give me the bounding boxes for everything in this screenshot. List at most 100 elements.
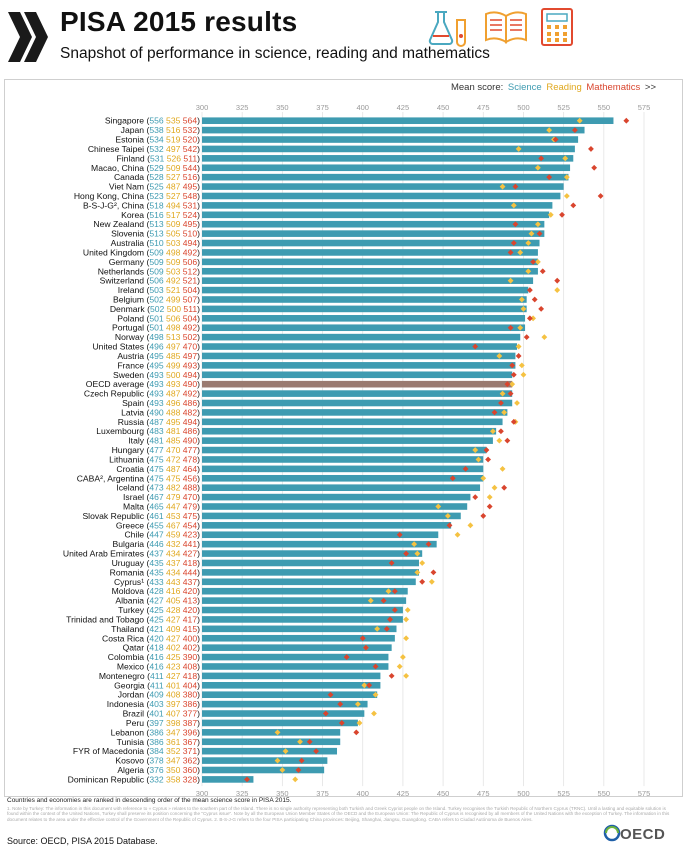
science-bar xyxy=(202,343,518,350)
reading-score: 485 xyxy=(166,351,183,361)
science-bar xyxy=(202,258,538,266)
reading-score: 443 xyxy=(166,577,183,587)
label-close: ) xyxy=(197,483,200,493)
reading-marker xyxy=(419,560,426,566)
pisa-chart: 3003003253253503503753754004004254254504… xyxy=(63,103,650,798)
math-score: 524 xyxy=(183,210,198,220)
reading-marker xyxy=(396,663,403,670)
science-bar xyxy=(202,296,527,303)
science-bar xyxy=(202,249,538,256)
math-score: 470 xyxy=(183,492,198,502)
row-label: Costa Rica (420 427 400) xyxy=(102,633,200,643)
reading-score: 527 xyxy=(166,172,183,182)
science-bar xyxy=(202,540,437,548)
science-score: 435 xyxy=(149,567,166,577)
math-marker xyxy=(387,616,393,623)
math-score: 492 xyxy=(183,323,198,333)
math-score: 493 xyxy=(183,360,198,370)
reading-marker xyxy=(400,654,406,660)
row-label: Peru (397 398 387) xyxy=(126,718,200,728)
country-name: Moldova ( xyxy=(112,586,150,596)
math-score: 380 xyxy=(183,690,198,700)
reading-score: 517 xyxy=(166,210,183,220)
reading-score: 499 xyxy=(166,294,183,304)
country-name: B-S-J-G², China ( xyxy=(83,200,150,210)
label-close: ) xyxy=(197,229,200,239)
reading-marker xyxy=(467,522,474,529)
country-name: Iceland ( xyxy=(116,483,149,493)
science-score: 493 xyxy=(149,398,166,408)
math-marker xyxy=(510,418,517,425)
science-bar xyxy=(202,380,513,388)
country-name: Georgia ( xyxy=(114,680,150,690)
science-score: 475 xyxy=(149,464,166,474)
reading-score: 408 xyxy=(166,690,183,700)
country-name: Hungary ( xyxy=(112,445,150,455)
country-name: Spain ( xyxy=(122,398,149,408)
label-close: ) xyxy=(197,633,200,643)
country-name: Singapore ( xyxy=(105,116,150,126)
reading-score: 479 xyxy=(166,492,183,502)
row-label: Moldova (428 416 420) xyxy=(112,586,201,596)
science-bar xyxy=(202,691,378,699)
label-close: ) xyxy=(197,624,200,634)
math-score: 390 xyxy=(183,652,198,662)
math-marker xyxy=(512,183,519,190)
row-label: OECD average (493 493 490) xyxy=(86,379,200,389)
reading-marker xyxy=(541,334,548,341)
label-close: ) xyxy=(197,464,200,474)
reading-marker xyxy=(490,428,496,435)
reading-marker xyxy=(514,400,520,406)
math-score: 441 xyxy=(183,539,198,549)
science-bar xyxy=(202,239,540,247)
label-close: ) xyxy=(197,144,200,154)
row-label: United States (496 497 470) xyxy=(92,342,200,352)
reading-marker xyxy=(520,306,527,312)
country-name: Lithuania ( xyxy=(109,454,149,464)
row-label: Singapore (556 535 564) xyxy=(105,116,200,126)
country-name: United States ( xyxy=(92,342,149,352)
math-score: 396 xyxy=(183,727,198,737)
science-score: 531 xyxy=(150,153,167,163)
x-tick-label-top: 475 xyxy=(477,103,490,112)
source-note: Source: OECD, PISA 2015 Database. xyxy=(7,836,158,846)
math-score: 400 xyxy=(183,633,198,643)
reading-marker xyxy=(501,409,508,416)
label-close: ) xyxy=(197,163,200,173)
science-bar xyxy=(202,710,365,717)
science-score: 477 xyxy=(149,445,166,455)
reading-score: 492 xyxy=(166,276,183,286)
reading-score: 521 xyxy=(166,285,183,295)
science-bar xyxy=(202,418,503,426)
row-label: Turkey (425 428 420) xyxy=(118,605,200,615)
math-marker xyxy=(507,249,514,256)
country-name: Cyprus¹ ( xyxy=(114,577,149,587)
reading-marker xyxy=(411,541,418,548)
math-score: 479 xyxy=(183,502,198,512)
math-score: 423 xyxy=(183,530,198,540)
reading-score: 506 xyxy=(166,313,183,323)
country-name: Romania ( xyxy=(110,567,150,577)
math-score: 427 xyxy=(183,549,198,559)
row-label: United Arab Emirates (437 434 427) xyxy=(63,549,200,559)
science-bar xyxy=(202,267,538,275)
math-score: 377 xyxy=(183,709,198,719)
reading-score: 398 xyxy=(166,718,183,728)
science-score: 483 xyxy=(149,426,166,436)
row-label: Hungary (477 470 477) xyxy=(112,445,201,455)
country-name: Canada ( xyxy=(114,172,149,182)
science-bar xyxy=(202,738,341,746)
row-label: Finland (531 526 511) xyxy=(117,153,201,163)
country-name: Slovak Republic ( xyxy=(82,511,149,521)
row-label: Sweden (493 500 494) xyxy=(113,370,200,380)
science-score: 502 xyxy=(150,304,167,314)
reading-score: 500 xyxy=(166,370,183,380)
country-name: Thailand ( xyxy=(111,624,149,634)
row-label: Mexico (416 423 408) xyxy=(117,661,200,671)
row-label: Chinese Taipei (532 497 542) xyxy=(88,144,200,154)
science-bar xyxy=(202,324,526,332)
math-marker xyxy=(383,625,390,632)
math-score: 488 xyxy=(183,483,198,493)
x-tick-label-bottom: 400 xyxy=(356,789,369,798)
reading-marker xyxy=(454,531,461,538)
